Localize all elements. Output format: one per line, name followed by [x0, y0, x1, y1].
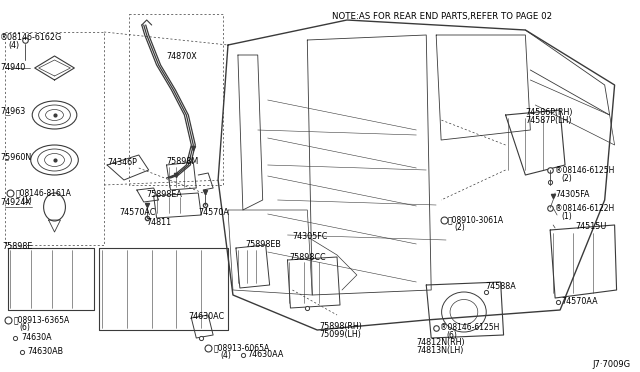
Text: (4): (4)	[220, 351, 231, 360]
Text: 74305FC: 74305FC	[292, 232, 328, 241]
Text: 74570A: 74570A	[198, 208, 229, 217]
Text: ®08146-6125H: ®08146-6125H	[555, 166, 614, 175]
Text: (1): (1)	[22, 196, 33, 205]
Text: ⓝ08913-6365A: ⓝ08913-6365A	[14, 315, 70, 324]
Text: 75099(LH): 75099(LH)	[319, 330, 361, 339]
Text: (6): (6)	[446, 331, 457, 340]
Text: (2): (2)	[454, 223, 465, 232]
Text: 75898EA: 75898EA	[147, 190, 182, 199]
Text: 74812N(RH): 74812N(RH)	[417, 338, 465, 347]
Text: 74630AC: 74630AC	[188, 312, 225, 321]
Text: ®08146-6122H: ®08146-6122H	[555, 204, 614, 213]
Text: ®08146-6162G: ®08146-6162G	[0, 33, 62, 42]
Text: ⓝ08910-3061A: ⓝ08910-3061A	[448, 215, 504, 224]
Text: 75960N: 75960N	[0, 153, 31, 162]
Text: 74963: 74963	[0, 107, 25, 116]
Text: (6): (6)	[20, 323, 31, 332]
Text: ⓝ08146-8161A: ⓝ08146-8161A	[16, 188, 72, 197]
Text: 74588A: 74588A	[486, 282, 516, 291]
Text: 74587P(LH): 74587P(LH)	[525, 116, 572, 125]
Text: 74515U: 74515U	[575, 222, 606, 231]
Text: 74870X: 74870X	[166, 52, 197, 61]
Text: ®08146-6125H: ®08146-6125H	[440, 323, 499, 332]
Text: 74570AA: 74570AA	[561, 297, 598, 306]
Text: 75898EB: 75898EB	[246, 240, 282, 249]
Text: 75898CC: 75898CC	[289, 253, 326, 262]
Text: 75898(RH): 75898(RH)	[319, 322, 362, 331]
Text: (2): (2)	[561, 174, 572, 183]
Text: 75898M: 75898M	[166, 157, 199, 166]
Text: 74924X: 74924X	[0, 198, 31, 207]
Text: J7·7009G: J7·7009G	[593, 360, 631, 369]
Text: 74630A: 74630A	[22, 333, 52, 342]
Text: (4): (4)	[8, 41, 19, 50]
Text: 74940: 74940	[0, 63, 25, 72]
Text: NOTE:AS FOR REAR END PARTS,REFER TO PAGE 02: NOTE:AS FOR REAR END PARTS,REFER TO PAGE…	[332, 12, 552, 21]
Text: 75898E: 75898E	[2, 242, 33, 251]
Text: 74630AB: 74630AB	[28, 347, 64, 356]
Text: 74570AC: 74570AC	[119, 208, 156, 217]
Text: ⓝ08913-6065A: ⓝ08913-6065A	[214, 343, 270, 352]
Text: (1): (1)	[561, 212, 572, 221]
Text: 74586P(RH): 74586P(RH)	[525, 108, 573, 117]
Text: 74630AA: 74630AA	[248, 350, 284, 359]
Text: 74811: 74811	[147, 218, 172, 227]
Text: 74346P: 74346P	[107, 158, 137, 167]
Text: 74305FA: 74305FA	[555, 190, 589, 199]
Text: 74813N(LH): 74813N(LH)	[417, 346, 464, 355]
